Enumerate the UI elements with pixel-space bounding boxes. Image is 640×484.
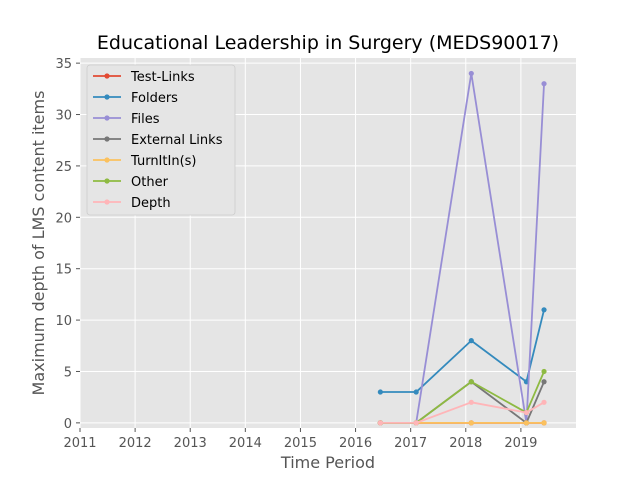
data-point [468,70,474,77]
y-tick-label: 35 [55,57,72,72]
x-tick-label: 2018 [449,436,482,451]
data-point [541,420,547,426]
legend-label: Files [131,112,160,127]
legend-label: Other [131,175,169,190]
chart-title: Educational Leadership in Surgery (MEDS9… [97,32,559,54]
legend-item: Other [93,175,169,190]
data-point [523,409,530,416]
legend-label: Folders [131,91,178,106]
legend-item: Folders [93,91,178,106]
y-axis-title: Maximum depth of LMS content items [29,91,48,396]
x-tick-label: 2014 [229,436,262,451]
x-tick-label: 2011 [63,436,96,451]
series-lines [377,70,547,426]
legend-box [86,64,236,216]
data-point [541,307,547,313]
legend-swatch-marker [104,73,110,79]
y-tick-label: 15 [55,263,72,278]
legend-label: Test-Links [130,70,195,85]
legend-swatch-marker [104,115,110,121]
data-point [468,338,474,344]
y-tick-label: 0 [64,417,72,432]
legend-swatch-marker [104,178,110,184]
legend-swatch-marker [104,136,110,142]
grid-lines [79,58,576,428]
data-point [468,379,474,385]
legend-swatch-marker [104,157,110,163]
y-tick-label: 25 [55,160,72,175]
x-tick-label: 2015 [284,436,317,451]
y-tick-label: 5 [64,365,72,380]
legend-item: TurnItIn(s) [93,154,196,169]
data-point [541,81,547,87]
data-point [377,420,383,426]
legend-item: External Links [93,133,223,148]
data-point [541,368,547,375]
x-tick-label: 2017 [394,436,427,451]
y-tick-label: 20 [55,211,72,226]
legend-item: Test-Links [93,70,195,85]
y-tick-label: 10 [55,314,72,329]
series-folders [377,307,547,395]
data-point [523,420,530,426]
legend-label: Depth [131,196,171,211]
data-point [413,420,419,426]
x-tick-label: 2013 [174,436,207,451]
legend-swatch-marker [104,94,110,100]
x-tick-label: 2016 [339,436,372,451]
series-depth [377,399,547,426]
data-point [468,399,474,405]
data-point [541,399,547,405]
data-point [468,420,474,426]
legend-swatch-marker [104,199,110,205]
x-axis-title: Time Period [280,453,375,472]
data-point [413,389,419,395]
data-point [541,379,547,385]
legend-item: Depth [93,196,171,211]
y-tick-label: 30 [55,109,72,124]
legend: Test-Links Folders Files External Links Turn… [86,64,236,216]
legend-item: Files [93,112,160,127]
x-tick-label: 2012 [119,436,152,451]
axis-ticks: 2011 2012 2013 2014 2015 2016 2017 2018 20190510… [55,57,537,451]
data-point [377,389,383,395]
legend-label: External Links [131,133,223,148]
legend-label: TurnItIn(s) [130,154,196,169]
x-tick-label: 2019 [504,436,537,451]
